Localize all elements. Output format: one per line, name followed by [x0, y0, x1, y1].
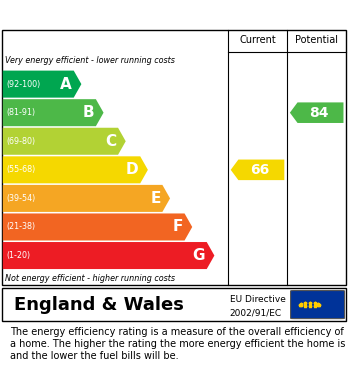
Text: Potential: Potential: [295, 35, 338, 45]
Text: Not energy efficient - higher running costs: Not energy efficient - higher running co…: [5, 274, 175, 283]
Text: (21-38): (21-38): [6, 222, 35, 231]
Text: (39-54): (39-54): [6, 194, 35, 203]
Polygon shape: [3, 185, 170, 212]
Text: A: A: [60, 77, 72, 91]
Polygon shape: [3, 242, 214, 269]
Polygon shape: [231, 160, 284, 180]
Text: D: D: [126, 162, 139, 178]
Text: B: B: [82, 105, 94, 120]
Polygon shape: [3, 99, 104, 126]
Text: Energy Efficiency Rating: Energy Efficiency Rating: [10, 5, 239, 23]
Polygon shape: [290, 102, 343, 123]
Polygon shape: [3, 128, 126, 155]
Text: The energy efficiency rating is a measure of the overall efficiency of a home. T: The energy efficiency rating is a measur…: [10, 327, 346, 361]
Text: 2002/91/EC: 2002/91/EC: [230, 308, 282, 317]
Text: E: E: [150, 191, 161, 206]
FancyBboxPatch shape: [291, 291, 345, 319]
Polygon shape: [3, 71, 81, 98]
Polygon shape: [3, 213, 192, 240]
Text: (1-20): (1-20): [6, 251, 30, 260]
Text: EU Directive: EU Directive: [230, 295, 286, 304]
Polygon shape: [3, 156, 148, 183]
Text: G: G: [192, 248, 205, 263]
Text: (55-68): (55-68): [6, 165, 35, 174]
Text: Very energy efficient - lower running costs: Very energy efficient - lower running co…: [5, 56, 175, 65]
Text: Current: Current: [239, 35, 276, 45]
Text: 66: 66: [250, 163, 269, 177]
Text: (69-80): (69-80): [6, 137, 35, 146]
Text: (92-100): (92-100): [6, 80, 40, 89]
Text: 84: 84: [309, 106, 329, 120]
Text: C: C: [105, 134, 116, 149]
Text: (81-91): (81-91): [6, 108, 35, 117]
Text: England & Wales: England & Wales: [14, 296, 184, 314]
Text: F: F: [173, 219, 183, 235]
